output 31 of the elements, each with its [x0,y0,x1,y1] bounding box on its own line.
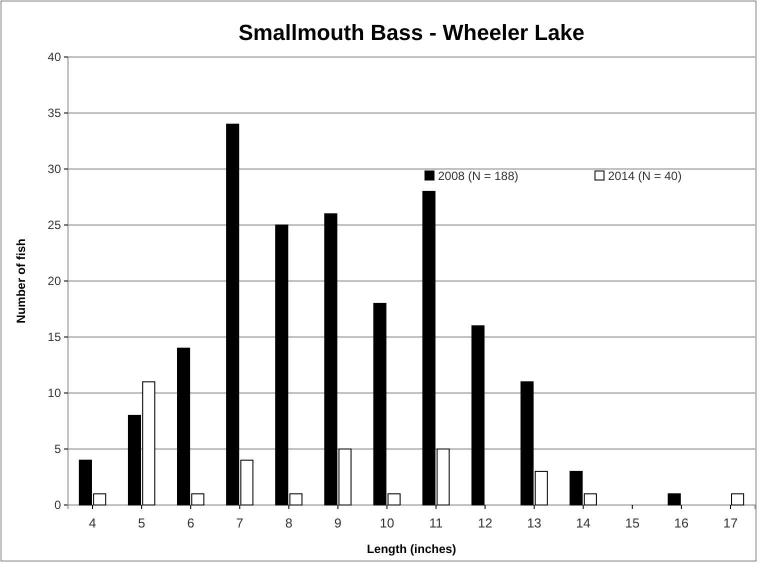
x-tick-label: 5 [138,516,146,531]
legend-label: 2008 (N = 188) [438,169,518,183]
x-tick-label: 11 [429,516,443,531]
bar [471,325,485,506]
bar [668,493,681,506]
y-tick-label: 40 [48,50,62,64]
bar [731,493,744,506]
x-tick-label: 13 [526,516,542,531]
y-axis-title: Number of fish [14,238,28,324]
x-tick-label: 15 [625,516,640,531]
x-tick-label: 6 [187,516,194,531]
y-tick-label: 0 [54,498,62,512]
x-tick-label: 7 [236,516,244,531]
x-tick-label: 14 [576,516,590,531]
x-tick-label: 4 [88,516,96,531]
x-tick-label: 9 [334,516,342,531]
y-tick-label: 25 [48,218,62,232]
x-axis-title: Length (inches) [366,542,456,556]
x-tick-label: 10 [380,516,394,531]
x-tick-label: 16 [674,516,689,531]
x-tick-label: 12 [478,516,492,531]
y-tick-label: 10 [48,386,62,400]
legend-label: 2014 (N = 40) [608,169,682,183]
chart-title: Smallmouth Bass - Wheeler Lake [238,20,584,45]
y-tick-label: 20 [48,274,62,288]
y-tick-label: 30 [48,162,62,176]
x-tick-label: 17 [723,516,738,531]
x-tick-label: 8 [285,516,292,531]
y-tick-label: 35 [48,106,62,120]
y-tick-label: 5 [54,442,62,456]
y-tick-label: 15 [48,330,62,344]
